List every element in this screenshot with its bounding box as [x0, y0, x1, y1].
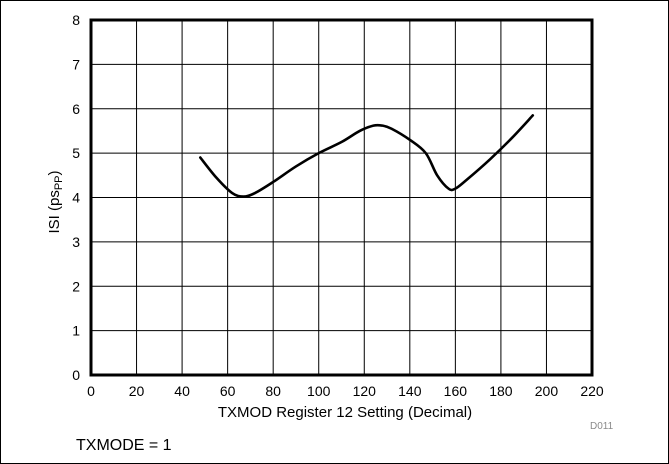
y-axis-title-main: ISI (ps	[46, 190, 63, 233]
x-tick-label: 140	[398, 383, 422, 399]
x-tick-labels: 0 20 40 60 80 100 120 140 160 180 200 220	[87, 383, 604, 399]
series-line-0	[199, 114, 535, 198]
y-tick-label: 1	[72, 323, 80, 339]
doc-id-label: D011	[590, 421, 614, 432]
y-tick-label: 0	[72, 367, 80, 383]
plot-area-border	[89, 18, 594, 377]
y-tick-label: 7	[72, 56, 80, 72]
x-tick-label: 160	[444, 383, 468, 399]
x-tick-label: 0	[87, 383, 95, 399]
x-tick-label: 220	[580, 383, 604, 399]
y-tick-label: 3	[72, 234, 80, 250]
x-tick-label: 200	[535, 383, 559, 399]
y-tick-label: 4	[72, 190, 80, 206]
y-axis-title-end: )	[46, 170, 63, 175]
x-tick-label: 100	[307, 383, 331, 399]
x-tick-label: 80	[265, 383, 281, 399]
series-group	[199, 114, 535, 198]
y-tick-label: 2	[72, 278, 80, 294]
y-tick-label: 5	[72, 145, 80, 161]
x-tick-label: 60	[220, 383, 236, 399]
y-tick-label: 6	[72, 101, 80, 117]
y-tick-label: 8	[72, 12, 80, 28]
x-axis-title: TXMOD Register 12 Setting (Decimal)	[218, 404, 472, 421]
x-tick-label: 120	[353, 383, 377, 399]
x-tick-label: 40	[174, 383, 190, 399]
grid	[90, 19, 593, 376]
x-tick-label: 180	[489, 383, 513, 399]
x-tick-label: 20	[129, 383, 145, 399]
y-tick-labels: 0 1 2 3 4 5 6 7 8	[72, 12, 80, 383]
y-axis-title: ISI (psPP)	[46, 170, 65, 233]
y-axis-title-subscript: PP	[53, 175, 65, 190]
footnote: TXMODE = 1	[76, 437, 172, 454]
